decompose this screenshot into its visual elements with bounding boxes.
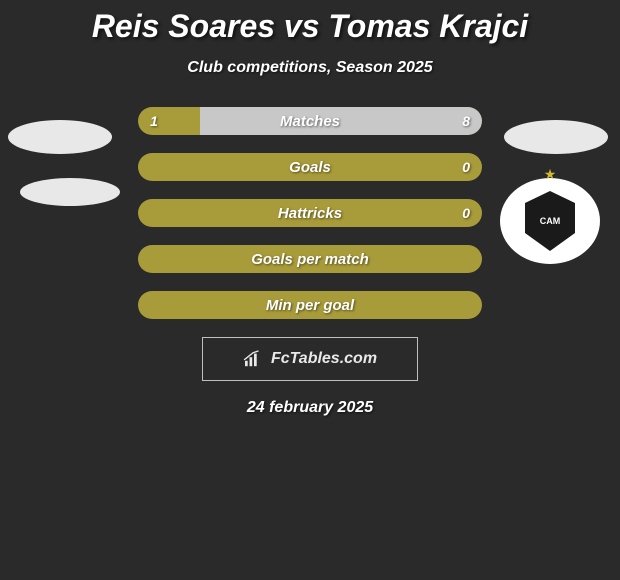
player-left-avatar <box>8 120 112 154</box>
stat-row: Goals per match <box>138 245 482 273</box>
stat-label: Matches <box>138 107 482 135</box>
shield-icon: CAM <box>525 191 575 251</box>
page-title: Reis Soares vs Tomas Krajci <box>0 0 620 45</box>
watermark: FcTables.com <box>202 337 418 381</box>
star-icon: ★ <box>544 166 557 183</box>
stat-label: Hattricks <box>138 199 482 227</box>
player-right-avatar <box>504 120 608 154</box>
badge-label: CAM <box>540 216 561 226</box>
stat-row: Goals0 <box>138 153 482 181</box>
club-right-badge: ★ CAM <box>500 178 600 264</box>
stat-row: Min per goal <box>138 291 482 319</box>
stat-label: Min per goal <box>138 291 482 319</box>
stat-label: Goals <box>138 153 482 181</box>
subtitle: Club competitions, Season 2025 <box>0 59 620 77</box>
watermark-text: FcTables.com <box>271 350 377 368</box>
stat-value-left: 1 <box>150 107 158 135</box>
stat-value-right: 0 <box>462 153 470 181</box>
date-text: 24 february 2025 <box>0 399 620 417</box>
stat-label: Goals per match <box>138 245 482 273</box>
stat-row: Matches1 8 <box>138 107 482 135</box>
stat-row: Hattricks0 <box>138 199 482 227</box>
stat-value-right: 0 <box>462 199 470 227</box>
chart-icon <box>243 350 265 368</box>
club-left-badge <box>20 178 120 206</box>
stat-value-right: 8 <box>462 107 470 135</box>
